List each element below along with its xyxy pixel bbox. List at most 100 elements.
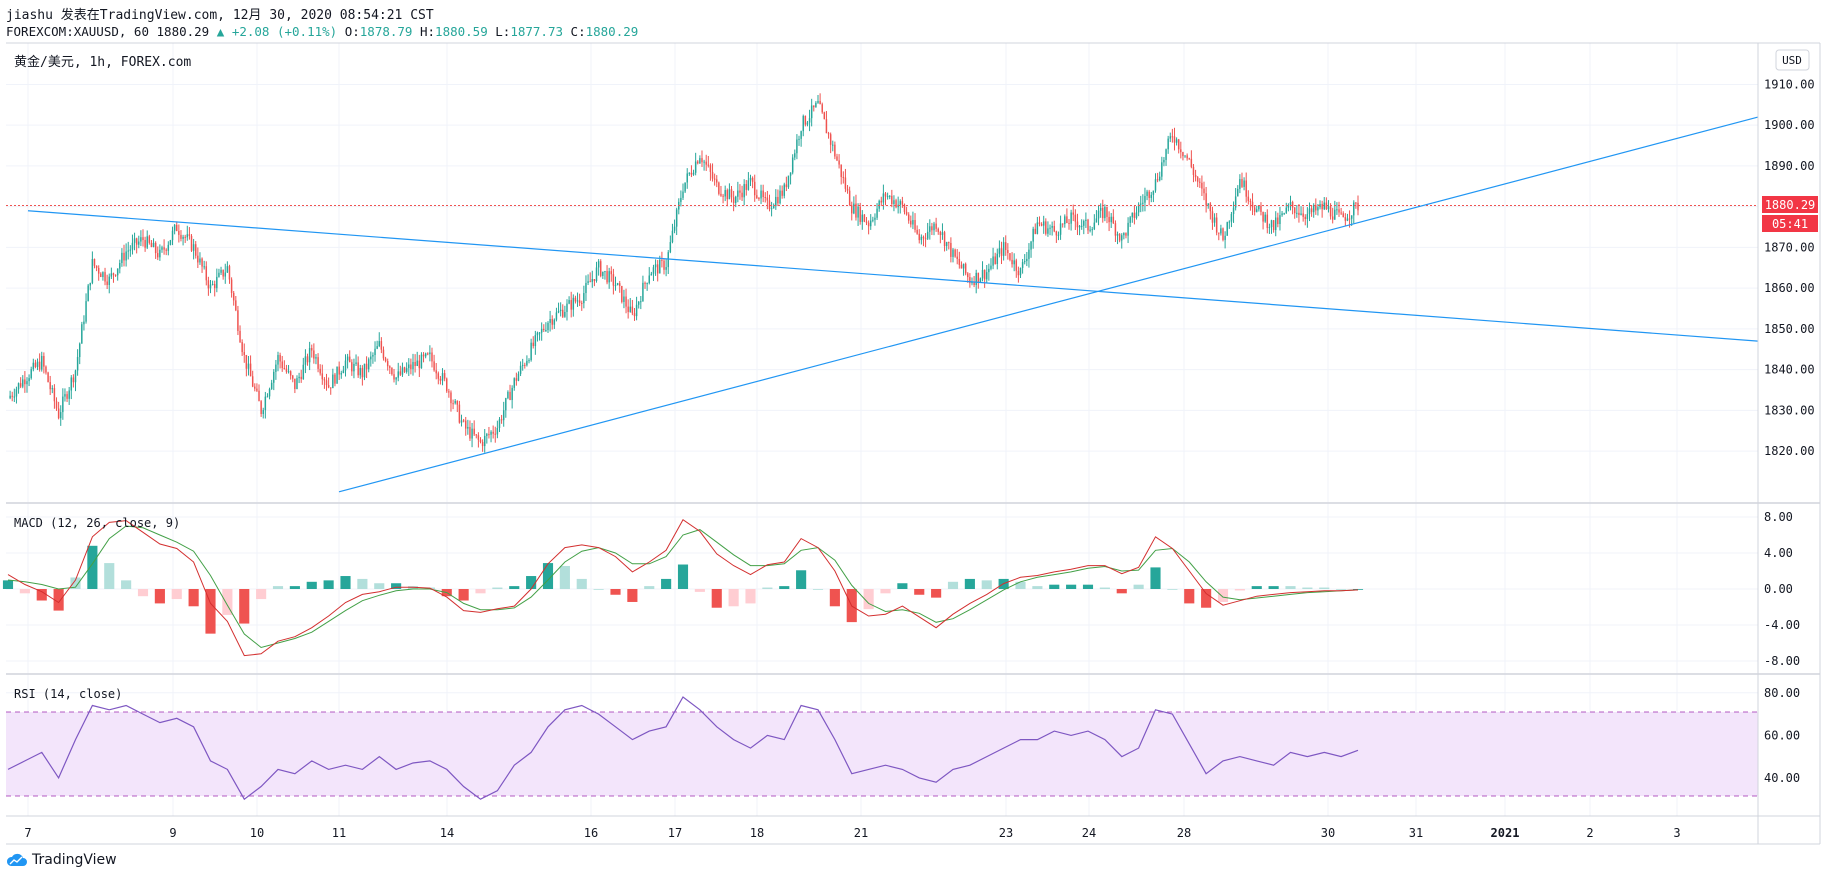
candle-body xyxy=(1266,214,1269,228)
time-tick-label: 16 xyxy=(584,826,598,840)
candle-body xyxy=(496,428,499,435)
macd-histogram-bar xyxy=(526,576,537,589)
candle-body xyxy=(321,373,324,380)
candle-body xyxy=(794,153,796,158)
candle-body xyxy=(458,404,461,423)
candle-body xyxy=(13,396,16,398)
candle-body xyxy=(26,381,28,385)
candle-body xyxy=(929,226,931,232)
candle-body xyxy=(855,203,857,218)
candle-body xyxy=(543,328,545,331)
chart-area[interactable]: 1820.001830.001840.001850.001860.001870.… xyxy=(0,0,1828,850)
candle-body xyxy=(306,356,309,363)
candle-body xyxy=(249,363,252,377)
candle-body xyxy=(28,378,30,382)
candle-body xyxy=(1030,241,1032,250)
trendlines-layer[interactable] xyxy=(27,116,1759,493)
macd-histogram-bar xyxy=(1150,567,1161,589)
candle-body xyxy=(157,253,159,258)
candle-body xyxy=(1148,191,1150,198)
candle-body xyxy=(616,283,619,286)
macd-histogram-bar xyxy=(19,589,30,594)
candle-body xyxy=(937,228,939,232)
candle-body xyxy=(568,300,570,304)
candle-body xyxy=(1144,195,1146,203)
countdown-badge-text: 05:41 xyxy=(1772,217,1808,231)
tradingview-logo[interactable]: TradingView xyxy=(6,852,117,868)
candle-body xyxy=(1053,225,1055,232)
candle-body xyxy=(713,178,716,180)
candle-body xyxy=(566,303,568,312)
macd-histogram-bar xyxy=(1285,586,1296,589)
currency-badge[interactable] xyxy=(1775,49,1810,71)
candle-body xyxy=(994,256,996,265)
candle-body xyxy=(1281,213,1283,216)
candle-body xyxy=(1104,206,1106,219)
last-price: 1880.29 xyxy=(156,24,210,39)
high-value: 1880.59 xyxy=(435,24,488,39)
candle-body xyxy=(313,350,315,359)
macd-tick-label: 0.00 xyxy=(1764,582,1793,596)
candle-body xyxy=(737,190,739,197)
candle-body xyxy=(1344,217,1347,221)
rsi-label[interactable]: RSI (14, close) xyxy=(14,687,122,701)
candle-body xyxy=(85,301,87,322)
candle-body xyxy=(827,133,830,135)
candle-body xyxy=(547,322,549,330)
candle-body xyxy=(764,197,767,199)
candle-body xyxy=(950,242,952,257)
candle-body xyxy=(1038,222,1041,225)
candle-body xyxy=(895,200,897,208)
candle-body xyxy=(93,258,96,266)
macd-histogram-bar xyxy=(914,589,925,595)
candle-body xyxy=(408,364,410,369)
macd-histogram-bar xyxy=(644,586,655,589)
price-tick-label: 1830.00 xyxy=(1764,403,1815,417)
low-label: L: xyxy=(495,24,511,39)
time-axis[interactable]: 7 9 10 11 14 16 17 18 21 23 24 28 30 31 2021 2 3 xyxy=(24,826,1680,840)
candle-body xyxy=(241,342,243,353)
candle-body xyxy=(952,249,954,257)
candle-body xyxy=(51,388,54,390)
price-tick-label: 1890.00 xyxy=(1764,159,1815,173)
candle-body xyxy=(83,321,85,325)
candle-body xyxy=(711,171,714,179)
candle-body xyxy=(1121,235,1123,241)
macd-tick-label: -4.00 xyxy=(1764,618,1800,632)
candle-body xyxy=(874,217,876,220)
macd-histogram-bar xyxy=(627,589,638,602)
candle-body xyxy=(1190,158,1193,167)
macd-label[interactable]: MACD (12, 26, close, 9) xyxy=(14,516,180,530)
candle-body xyxy=(1064,216,1066,225)
candle-body xyxy=(779,190,781,204)
candle-body xyxy=(47,372,49,383)
candle-body xyxy=(869,220,872,227)
price-axes[interactable]: 1820.00 1830.00 1840.00 1850.00 1860.00 1870.… xyxy=(1764,77,1815,784)
candles-layer xyxy=(6,93,1758,453)
candle-body xyxy=(948,242,950,244)
macd-histogram-bar xyxy=(829,589,840,607)
candle-body xyxy=(1213,217,1216,223)
candle-body xyxy=(488,434,490,436)
macd-histogram-bar xyxy=(475,589,486,594)
candle-body xyxy=(526,360,528,366)
macd-histogram-bar xyxy=(121,580,132,589)
candle-body xyxy=(1302,213,1304,217)
candle-body xyxy=(450,392,452,404)
candle-body xyxy=(294,378,296,390)
macd-histogram-bar xyxy=(256,589,267,600)
candle-body xyxy=(1287,205,1290,208)
candle-body xyxy=(540,328,543,333)
macd-histogram-bar xyxy=(458,589,469,601)
candle-body xyxy=(775,196,777,207)
candle-body xyxy=(986,272,988,280)
candle-body xyxy=(232,292,235,301)
candle-body xyxy=(490,431,492,435)
candle-body xyxy=(372,355,374,357)
candle-body xyxy=(777,196,779,204)
candle-body xyxy=(606,271,608,283)
candle-body xyxy=(705,161,707,165)
candle-body xyxy=(76,357,79,371)
candle-body xyxy=(1342,213,1344,218)
macd-histogram-bar xyxy=(931,589,942,598)
